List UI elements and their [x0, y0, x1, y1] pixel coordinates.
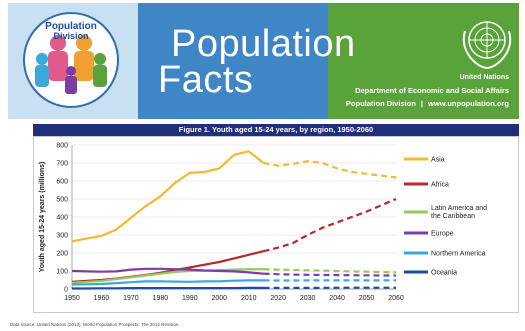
series-line-asia-estimates: [71, 150, 265, 243]
y-tick-label: 400: [56, 215, 68, 222]
x-tick-label: 2060: [388, 295, 404, 302]
org-name: United Nations: [459, 74, 509, 81]
series-line-africa-projection: [263, 197, 397, 253]
legend-label-europe: Europe: [431, 231, 454, 238]
y-tick-label: 800: [56, 143, 68, 150]
figure-title: Figure 1. Youth aged 15-24 years, by reg…: [33, 124, 519, 136]
legend-label-oceania: Oceania: [431, 270, 457, 277]
x-tick-label: 1970: [123, 295, 139, 302]
y-tick-label: 600: [56, 179, 68, 186]
x-tick-label: 2050: [359, 295, 375, 302]
x-tick-label: 2000: [211, 295, 227, 302]
series-line-africa-estimates: [71, 250, 264, 283]
department-name: Department of Economic and Social Affair…: [355, 86, 509, 95]
population-division-logo: Population Division: [23, 12, 119, 108]
series-line-oceania-estimates: [72, 286, 264, 290]
series-line-latin-america-and-the-caribbean-projection: [263, 268, 397, 274]
x-tick-label: 2040: [329, 295, 345, 302]
division-name: Population Division: [345, 99, 416, 108]
series-line-europe-estimates: [71, 267, 264, 275]
header-banner: Population Division Population Facts Uni…: [8, 3, 519, 119]
division-line: Population Division | www.unpopulation.org: [346, 99, 509, 108]
website-link[interactable]: www.unpopulation.org: [428, 99, 509, 108]
y-tick-label: 500: [56, 197, 68, 204]
x-tick-label: 2030: [300, 295, 316, 302]
x-tick-label: 1960: [94, 295, 110, 302]
title-facts: Facts: [158, 59, 254, 101]
separator: |: [420, 99, 424, 108]
un-emblem: [462, 21, 512, 69]
y-tick-label: 200: [56, 251, 68, 258]
logo-text-division: Division: [53, 31, 88, 41]
logo-text-population: Population: [45, 21, 97, 32]
series-line-asia-projection: [263, 160, 397, 179]
x-tick-label: 1990: [182, 295, 198, 302]
x-tick-label: 2010: [241, 295, 257, 302]
y-axis-label: Youth aged 15-24 years (millions): [39, 162, 46, 273]
legend-label-africa: Africa: [431, 182, 449, 189]
youth-population-line-chart: 0 100 200 300 400 500 600 700 800 1950 1960 1970 198…: [39, 143, 487, 303]
legend-label-latin-america-and-the-caribbean: Latin America and the Caribbean: [431, 205, 487, 220]
y-tick-label: 300: [56, 233, 68, 240]
chart-frame: 0 100 200 300 400 500 600 700 800 1950 1960 1970 198…: [33, 136, 519, 313]
legend-label-northern-america: Northern America: [431, 251, 486, 258]
x-tick-label: 1950: [64, 295, 80, 302]
series-line-northern-america-estimates: [71, 279, 264, 286]
series-line-europe-projection: [263, 272, 396, 277]
legend-label-asia: Asia: [431, 157, 445, 164]
source-note: Data source: United Nations (2013). Worl…: [10, 322, 180, 327]
x-tick-label: 1980: [153, 295, 169, 302]
y-tick-label: 100: [56, 269, 68, 276]
x-tick-label: 2020: [270, 295, 286, 302]
y-tick-label: 0: [64, 287, 68, 294]
series-line-latin-america-and-the-caribbean-estimates: [71, 268, 264, 284]
title-population: Population: [171, 23, 356, 65]
y-tick-label: 700: [56, 161, 68, 168]
